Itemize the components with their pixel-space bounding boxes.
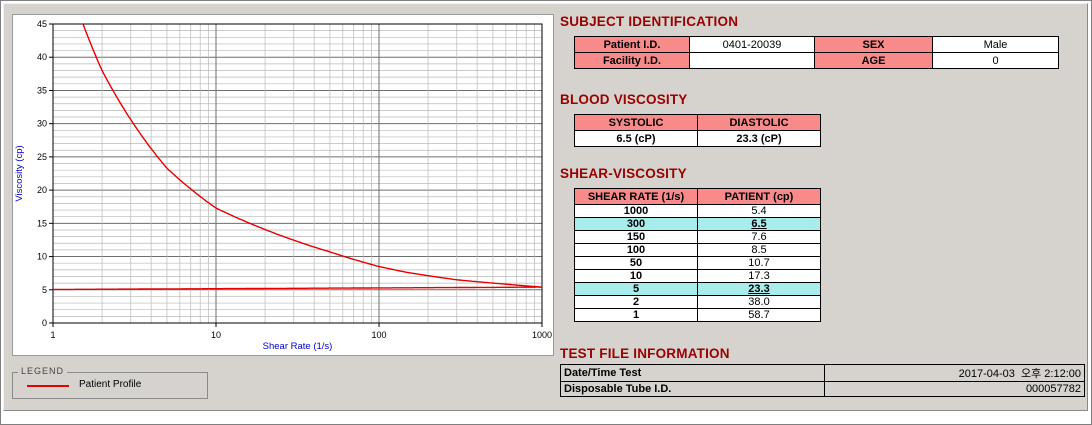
svg-text:Viscosity (cp): Viscosity (cp) <box>14 145 25 201</box>
svg-text:35: 35 <box>37 85 47 95</box>
legend-line-sample <box>27 385 69 387</box>
table-row: Date/Time Test 2017-04-03 오후 2:12:00 <box>560 364 1085 382</box>
patient-value-cell: 8.5 <box>697 243 821 257</box>
viscosity-chart-svg: 0 5 10 15 20 25 30 35 40 45 1 10 100 1000 Shear Rate (… <box>13 15 553 355</box>
patient-cp-header: PATIENT (cp) <box>697 188 821 205</box>
svg-text:0: 0 <box>42 318 47 328</box>
shear-row: 2 38.0 <box>574 295 821 309</box>
age-label: AGE <box>814 52 933 69</box>
table-row: Patient I.D. 0401-20039 SEX Male <box>574 36 1059 53</box>
age-value: 0 <box>932 52 1059 69</box>
svg-text:100: 100 <box>371 330 386 340</box>
report-panel: 0 5 10 15 20 25 30 35 40 45 1 10 100 1000 Shear Rate (… <box>3 3 1088 411</box>
svg-text:5: 5 <box>42 285 47 295</box>
legend-series-label: Patient Profile <box>79 379 142 390</box>
date-time-label: Date/Time Test <box>560 364 825 382</box>
shear-rate-cell: 2 <box>574 295 698 309</box>
test-file-table: Date/Time Test 2017-04-03 오후 2:12:00 Dis… <box>560 364 1085 397</box>
svg-text:Shear Rate (1/s): Shear Rate (1/s) <box>263 341 333 352</box>
test-file-information-title: TEST FILE INFORMATION <box>560 346 730 361</box>
patient-value-cell: 5.4 <box>697 204 821 218</box>
legend-box-label: LEGEND <box>18 366 68 376</box>
shear-rate-cell: 1000 <box>574 204 698 218</box>
diastolic-value: 23.3 (cP) <box>697 130 821 147</box>
shear-rate-cell: 5 <box>574 282 698 296</box>
date-time-value: 2017-04-03 오후 2:12:00 <box>824 364 1085 382</box>
shear-viscosity-table: SHEAR RATE (1/s) PATIENT (cp) 1000 5.4 3… <box>574 188 821 322</box>
shear-viscosity-title: SHEAR-VISCOSITY <box>560 166 687 181</box>
shear-rate-cell: 1 <box>574 308 698 322</box>
shear-row-highlighted: 5 23.3 <box>574 282 821 296</box>
chart-legend: LEGEND Patient Profile <box>12 366 208 399</box>
patient-value-cell: 38.0 <box>697 295 821 309</box>
svg-text:40: 40 <box>37 52 47 62</box>
disposable-tube-value: 000057782 <box>824 381 1085 397</box>
svg-text:10: 10 <box>37 252 47 262</box>
svg-text:1000: 1000 <box>532 330 552 340</box>
table-row: 6.5 (cP) 23.3 (cP) <box>574 130 821 147</box>
patient-value-cell: 7.6 <box>697 230 821 244</box>
svg-text:45: 45 <box>37 19 47 29</box>
shear-rate-cell: 300 <box>574 217 698 231</box>
shear-row: 50 10.7 <box>574 256 821 270</box>
svg-text:10: 10 <box>211 330 221 340</box>
shear-rate-cell: 50 <box>574 256 698 270</box>
subject-id-table: Patient I.D. 0401-20039 SEX Male Facilit… <box>574 36 1059 69</box>
svg-text:15: 15 <box>37 218 47 228</box>
diastolic-header: DIASTOLIC <box>697 114 821 131</box>
blood-viscosity-table: SYSTOLIC DIASTOLIC 6.5 (cP) 23.3 (cP) <box>574 114 821 147</box>
shear-row: 1000 5.4 <box>574 204 821 218</box>
shear-row: 1 58.7 <box>574 308 821 322</box>
shear-row: 100 8.5 <box>574 243 821 257</box>
shear-rate-cell: 150 <box>574 230 698 244</box>
shear-rate-header: SHEAR RATE (1/s) <box>574 188 698 205</box>
disposable-tube-label: Disposable Tube I.D. <box>560 381 825 397</box>
data-panel: SUBJECT IDENTIFICATION Patient I.D. 0401… <box>560 10 1090 408</box>
sex-label: SEX <box>814 36 933 53</box>
patient-id-label: Patient I.D. <box>574 36 690 53</box>
subject-identification-title: SUBJECT IDENTIFICATION <box>560 14 739 29</box>
blood-viscosity-title: BLOOD VISCOSITY <box>560 92 688 107</box>
svg-text:20: 20 <box>37 185 47 195</box>
table-row: Disposable Tube I.D. 000057782 <box>560 381 1085 397</box>
patient-value-cell: 17.3 <box>697 269 821 283</box>
systolic-header: SYSTOLIC <box>574 114 698 131</box>
shear-row: 10 17.3 <box>574 269 821 283</box>
table-row: SYSTOLIC DIASTOLIC <box>574 114 821 131</box>
patient-value-cell: 23.3 <box>697 282 821 296</box>
patient-value-cell: 6.5 <box>697 217 821 231</box>
table-header-row: SHEAR RATE (1/s) PATIENT (cp) <box>574 188 821 205</box>
svg-text:25: 25 <box>37 152 47 162</box>
patient-value-cell: 10.7 <box>697 256 821 270</box>
patient-value-cell: 58.7 <box>697 308 821 322</box>
systolic-value: 6.5 (cP) <box>574 130 698 147</box>
svg-text:1: 1 <box>50 330 55 340</box>
shear-rate-cell: 10 <box>574 269 698 283</box>
shear-rate-cell: 100 <box>574 243 698 257</box>
viscosity-chart: 0 5 10 15 20 25 30 35 40 45 1 10 100 1000 Shear Rate (… <box>12 14 554 356</box>
sex-value: Male <box>932 36 1059 53</box>
svg-text:30: 30 <box>37 119 47 129</box>
table-row: Facility I.D. AGE 0 <box>574 52 1059 69</box>
shear-row-highlighted: 300 6.5 <box>574 217 821 231</box>
facility-id-value <box>689 52 815 69</box>
patient-id-value: 0401-20039 <box>689 36 815 53</box>
shear-row: 150 7.6 <box>574 230 821 244</box>
facility-id-label: Facility I.D. <box>574 52 690 69</box>
